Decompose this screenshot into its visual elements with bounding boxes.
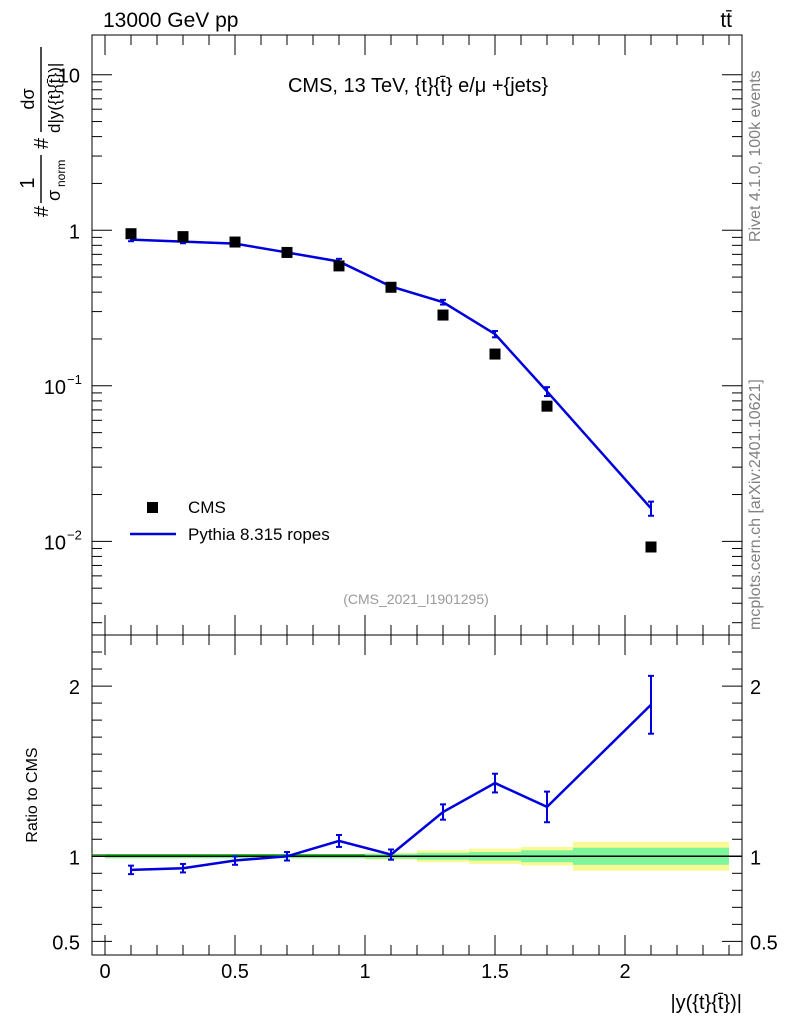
ratio-mc-series — [128, 674, 654, 876]
legend-label-cms: CMS — [188, 498, 226, 517]
data-point — [489, 348, 501, 360]
y-tick-label: 10 — [58, 66, 80, 88]
legend-label-pythia: Pythia 8.315 ropes — [188, 525, 330, 544]
data-point — [645, 541, 657, 553]
ratio-y-tick-label-right: 0.5 — [750, 932, 778, 954]
y-label-hash-2: # — [31, 137, 53, 149]
header-left: 13000 GeV pp — [103, 9, 238, 32]
ratio-panel-frame — [91, 634, 743, 956]
data-point — [125, 228, 137, 240]
mc-line — [130, 238, 652, 510]
ratio-y-tick-label-right: 2 — [750, 677, 761, 699]
x-tick-label: 1 — [359, 961, 370, 983]
legend: CMS Pythia 8.315 ropes — [130, 498, 330, 544]
x-tick-label: 2 — [619, 961, 630, 983]
mc-series — [128, 237, 654, 517]
x-tick-label: 1.5 — [481, 961, 509, 983]
x-axis-label: |y({t}{t̄})| — [670, 992, 742, 1014]
y-label-dsigma: dσ — [18, 88, 38, 109]
y-label-sigma: σ — [44, 190, 64, 201]
ratio-y-tick-label-left: 0.5 — [52, 932, 80, 954]
y-axis-label: # 1 σ norm # dσ d|y({t}{t̄})| — [17, 47, 68, 217]
y-label-hash-1: # — [31, 205, 53, 217]
data-point — [333, 260, 345, 272]
ratio-axis-ticks: 0 0.5 1 1.5 2 0.5 0.5 1 1 2 2 — [52, 635, 778, 983]
data-point — [541, 400, 553, 412]
main-panel-frame — [91, 34, 743, 636]
chart-title: CMS, 13 TeV, {t}{t̄} e/μ +{jets} — [288, 75, 548, 97]
y-tick-label-exponent: −2 — [67, 527, 82, 542]
data-point — [229, 236, 241, 248]
header-right: tt̄ — [720, 9, 732, 32]
y-tick-label: 10 — [44, 377, 66, 399]
y-tick-label-exponent: −1 — [67, 372, 82, 387]
ratio-y-tick-label-right: 1 — [750, 847, 761, 869]
ratio-y-tick-label-left: 1 — [69, 847, 80, 869]
side-label-mcplots: mcplots.cern.ch [arXiv:2401.10621] — [747, 379, 764, 630]
legend-marker-cms — [147, 502, 158, 513]
ratio-y-label: Ratio to CMS — [24, 747, 41, 842]
data-point — [385, 281, 397, 293]
data-point — [437, 309, 449, 321]
y-tick-label: 1 — [69, 221, 80, 243]
data-point — [177, 231, 189, 243]
reference-label: (CMS_2021_I1901295) — [343, 591, 489, 607]
ratio-y-tick-label-left: 2 — [69, 677, 80, 699]
y-tick-label: 10 — [44, 532, 66, 554]
data-point — [281, 246, 293, 258]
y-label-deriv: d|y({t}{t̄})| — [45, 63, 64, 133]
y-label-norm: norm — [54, 160, 68, 187]
data-series — [125, 228, 657, 553]
side-label-rivet: Rivet 4.1.0, 100k events — [747, 70, 764, 242]
x-tick-label: 0.5 — [221, 961, 249, 983]
y-label-one: 1 — [17, 177, 39, 188]
ratio-mc-line — [130, 703, 652, 872]
x-tick-label: 0 — [99, 961, 110, 983]
